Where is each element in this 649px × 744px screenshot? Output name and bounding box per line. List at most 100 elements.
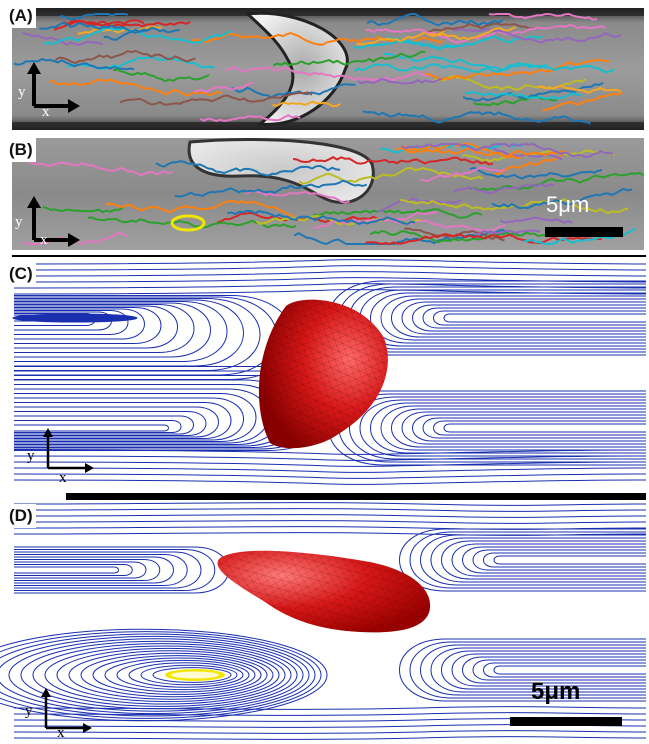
panel-d-streamlines [0,502,647,740]
axes-icon-b [27,196,80,247]
particle-track [420,166,506,182]
panel-label-b: (B) [6,138,36,162]
panel-a: (A) y x [0,0,649,132]
streamline [13,473,647,479]
particle-track [77,25,162,35]
scale-bar-d [510,717,622,726]
particle-track [39,21,152,34]
particle-track [231,83,356,99]
particle-track [485,146,563,161]
panel-label-d: (D) [6,504,36,528]
particle-track [488,12,598,21]
axes-icon-d [41,688,92,733]
particle-track [366,13,504,27]
panel-a-micrograph [12,8,644,130]
particle-track [427,26,517,41]
streamline [13,730,647,734]
particle-track [272,100,341,108]
axis-label-x-c: x [59,470,67,486]
particle-track [353,35,543,50]
scale-label-d: 5μm [531,678,581,705]
panel-label-c: (C) [6,262,36,286]
particle-track [469,166,603,180]
particle-track [199,114,301,122]
axis-label-y-b: y [15,214,23,230]
particle-track [49,78,223,97]
axes-icon-a [27,62,80,113]
particle-track [499,216,573,224]
particle-tracks-a [13,12,623,125]
red-blood-cell-a [244,11,349,126]
particle-track [542,91,623,111]
particle-track [362,110,591,125]
particle-track [464,90,581,100]
panel-c: (C) y x [0,258,649,490]
particle-track [28,161,173,177]
particle-track [453,182,554,195]
particle-track [63,19,145,26]
particle-track [424,58,610,81]
streamline [13,508,647,512]
streamline [13,271,647,277]
axis-label-x-b: x [40,232,48,248]
particle-track [475,229,541,235]
particle-track [400,142,614,159]
particle-track [155,160,341,177]
particle-track [105,199,295,218]
particle-track [383,52,548,71]
streamline [13,467,647,473]
axes-icon-c [43,428,94,473]
axis-label-y-d: y [25,703,33,719]
particle-track [467,171,645,192]
panel-b-micrograph [12,138,645,250]
streamline [13,455,647,461]
streamline [13,461,647,467]
streamline [13,514,647,518]
particle-track [42,205,124,214]
particle-track [193,81,254,94]
particle-track [54,49,196,65]
particle-track [227,209,416,226]
streamline [13,479,647,485]
streamline [13,259,647,265]
axis-label-x-a: x [42,104,50,120]
particle-track [103,26,180,41]
particle-track [453,27,622,44]
particle-track [59,13,129,21]
particle-track [245,188,351,204]
particle-track [53,19,191,31]
particle-track [491,187,633,210]
particle-track [377,197,462,213]
particle-track [13,57,135,71]
particle-track [272,50,426,67]
scale-label-b: 5μm [546,192,590,217]
particle-track [293,228,519,246]
particle-track [113,68,210,83]
particle-track [292,156,494,166]
streamline [13,736,647,740]
particle-track [22,31,104,47]
channel-wall [66,493,646,500]
particle-tracks-b [22,142,645,246]
panel-label-a: (A) [6,4,36,28]
particle-track [119,91,313,106]
streamline [13,712,647,716]
panel-c-streamlines [12,259,647,485]
highlight-ellipse-b [170,214,206,232]
divider-line [12,255,646,257]
particle-track [402,143,567,158]
axis-label-x-d: x [57,725,65,741]
particle-track [225,66,431,82]
streamline [13,502,647,506]
axis-label-y-c: y [27,448,35,464]
particle-track [174,179,368,198]
particle-track [313,208,483,219]
particle-track [353,63,615,74]
particle-track [369,229,563,244]
particle-track [425,22,534,34]
panel-b: (B) 5μm y x [0,134,649,254]
particle-track [536,84,622,94]
panel-d: (D) 5μm y x [0,500,649,744]
streamline [13,520,647,524]
particle-track [365,23,606,44]
